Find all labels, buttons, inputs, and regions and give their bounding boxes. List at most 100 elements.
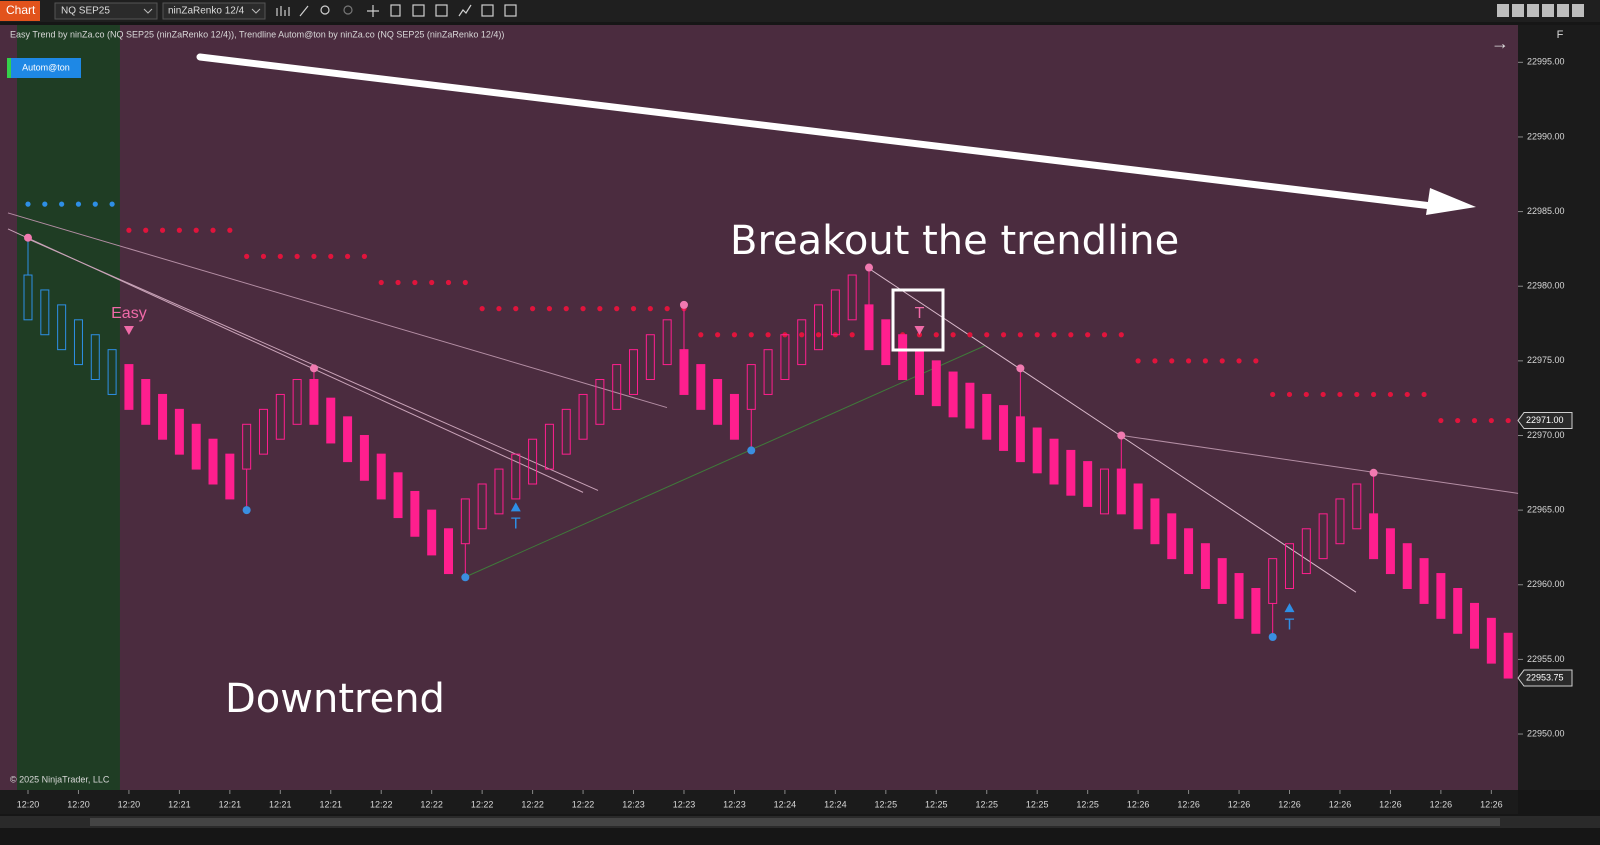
- x-tick-label: 12:25: [1026, 799, 1049, 809]
- icon-strategies[interactable]: [435, 4, 448, 17]
- renko-brick: [1369, 513, 1379, 560]
- stop-dot: [647, 306, 653, 312]
- renko-brick: [1083, 461, 1093, 507]
- tab-label: Chart: [6, 3, 36, 17]
- stop-dot: [328, 253, 334, 259]
- renko-brick: [561, 408, 571, 455]
- signal-arrow: [510, 502, 521, 512]
- renko-brick: [258, 408, 268, 455]
- stop-dot: [815, 332, 822, 338]
- renko-brick: [914, 349, 924, 395]
- stop-dot: [25, 201, 31, 207]
- signal-label: Easy: [111, 305, 147, 322]
- toolbar-icons[interactable]: [276, 4, 517, 17]
- renko-brick: [309, 379, 319, 425]
- y-tick-label: 22970.00: [1527, 430, 1565, 440]
- stop-dot: [462, 279, 468, 286]
- arrow-icon[interactable]: →: [1491, 33, 1509, 53]
- renko-brick: [528, 438, 538, 485]
- win-btn[interactable]: [1542, 4, 1554, 17]
- stop-dot: [1270, 391, 1276, 398]
- renko-brick: [679, 349, 689, 395]
- window-controls[interactable]: [1497, 4, 1584, 17]
- stop-dot: [479, 306, 485, 312]
- renko-brick: [1503, 632, 1513, 679]
- icon-draw[interactable]: [299, 5, 309, 17]
- instrument-select[interactable]: [54, 2, 158, 20]
- y-tick-label: 22950.00: [1527, 728, 1565, 738]
- stop-dot: [1101, 332, 1108, 338]
- renko-brick: [864, 304, 874, 351]
- signal-label: T: [915, 305, 925, 322]
- stop-dot: [1421, 391, 1427, 398]
- renko-brick: [460, 498, 470, 545]
- trendline: [7, 212, 668, 409]
- icon-templates[interactable]: [412, 4, 425, 17]
- x-tick-label: 12:25: [875, 799, 898, 809]
- renko-brick: [965, 382, 975, 429]
- icon-data-box[interactable]: [481, 4, 494, 17]
- stop-dot: [967, 332, 973, 338]
- swing-dot: [1016, 364, 1025, 373]
- renko-brick: [814, 304, 824, 351]
- win-btn[interactable]: [1572, 4, 1584, 17]
- trendline: [867, 267, 1357, 593]
- icon-share[interactable]: [504, 4, 517, 17]
- renko-brick: [780, 334, 790, 381]
- icon-zoom-out[interactable]: [343, 5, 353, 15]
- x-tick-label: 12:22: [572, 799, 595, 809]
- renko-brick: [830, 289, 840, 336]
- icon-props[interactable]: [390, 4, 401, 17]
- x-tick-label: 12:23: [622, 799, 645, 809]
- stop-dot: [933, 332, 939, 338]
- stop-dot: [546, 306, 553, 312]
- renko-brick: [57, 304, 67, 351]
- renko-brick: [1301, 528, 1311, 575]
- win-btn[interactable]: [1512, 4, 1524, 17]
- bar-type-select[interactable]: [162, 2, 266, 20]
- renko-brick: [578, 393, 588, 440]
- renko-brick: [107, 349, 117, 395]
- icon-crosshair[interactable]: [367, 5, 379, 17]
- x-tick-label: 12:22: [370, 799, 393, 809]
- renko-brick: [292, 379, 302, 425]
- renko-brick: [612, 364, 622, 410]
- scroll-thumb[interactable]: [90, 818, 1500, 826]
- win-btn[interactable]: [1527, 4, 1539, 17]
- stop-dot: [429, 279, 435, 286]
- renko-brick: [427, 509, 437, 556]
- renko-brick: [847, 274, 857, 321]
- stop-dot: [1085, 332, 1091, 338]
- breakout-box: [891, 288, 945, 352]
- x-tick-label: 12:22: [521, 799, 544, 809]
- renko-brick: [1402, 543, 1412, 589]
- renko-brick: [1285, 543, 1294, 589]
- stop-dot: [395, 279, 401, 286]
- time-axis: [0, 790, 1518, 814]
- icon-indicators[interactable]: [458, 4, 472, 17]
- y-tick-label: 22955.00: [1527, 654, 1565, 664]
- stop-dot: [126, 227, 132, 233]
- renko-brick: [1167, 513, 1177, 560]
- icon-bars[interactable]: [276, 6, 290, 16]
- stop-dot: [1354, 391, 1360, 398]
- chart-tab[interactable]: [0, 1, 40, 21]
- stop-dot: [445, 279, 452, 286]
- renko-brick: [931, 360, 941, 407]
- trend-arrow-head: [1426, 188, 1476, 215]
- win-btn[interactable]: [1557, 4, 1569, 17]
- renko-brick: [1099, 468, 1109, 515]
- signal-arrow: [1284, 603, 1295, 613]
- renko-brick: [444, 528, 453, 575]
- stop-dot: [311, 253, 317, 259]
- trendline: [1121, 434, 1519, 494]
- win-btn[interactable]: [1497, 4, 1509, 17]
- automaton-button[interactable]: [7, 58, 81, 78]
- renko-brick: [1453, 587, 1463, 634]
- icon-zoom-in[interactable]: [320, 5, 330, 15]
- swing-dot: [679, 300, 688, 309]
- stop-dot: [210, 227, 216, 233]
- panel-key[interactable]: F: [1557, 29, 1564, 41]
- x-tick-label: 12:22: [471, 799, 494, 809]
- stop-dot: [1219, 358, 1225, 364]
